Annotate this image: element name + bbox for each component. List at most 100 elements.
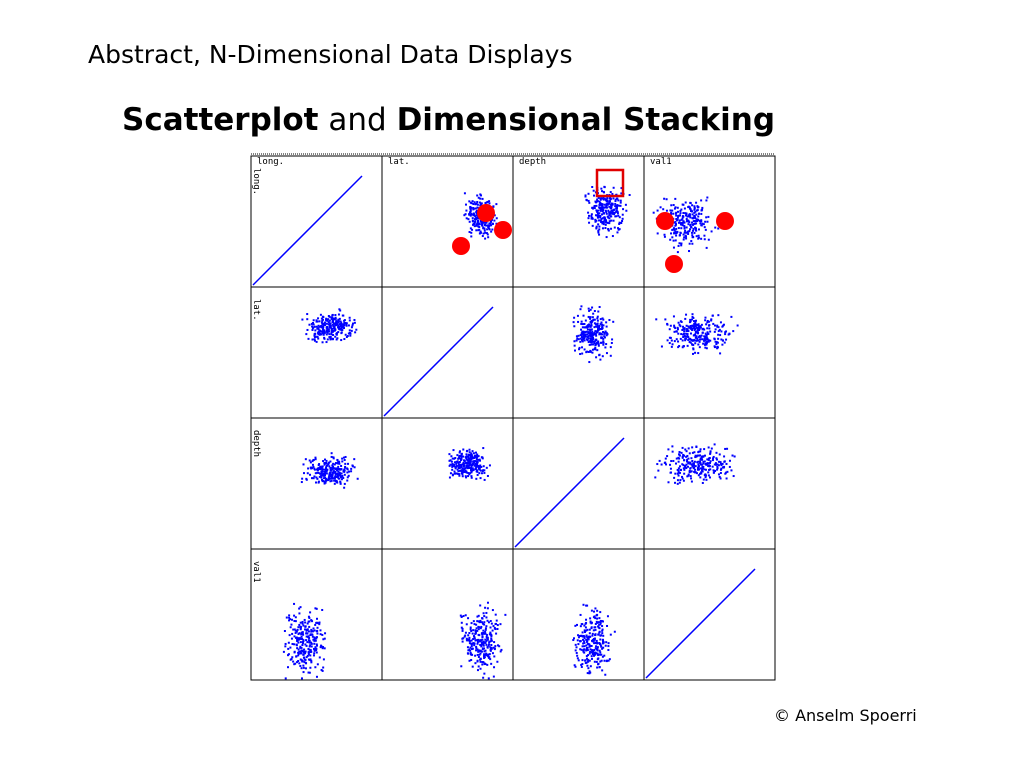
scatter-dot bbox=[456, 454, 459, 457]
scatter-dot bbox=[687, 447, 690, 450]
scatter-dot bbox=[697, 331, 700, 334]
scatter-dot bbox=[597, 326, 600, 329]
scatter-dot bbox=[311, 325, 314, 328]
scatter-dot bbox=[593, 648, 596, 651]
scatter-dot bbox=[302, 472, 305, 475]
scatter-dot bbox=[484, 237, 487, 240]
scatter-dot bbox=[334, 314, 337, 317]
scatter-dot bbox=[340, 326, 343, 329]
scatter-dot bbox=[470, 469, 473, 472]
scatter-dot bbox=[499, 623, 502, 626]
matrix-cell bbox=[643, 417, 776, 550]
scatter-dot bbox=[690, 477, 693, 480]
scatter-dot bbox=[300, 481, 303, 484]
scatter-dot bbox=[599, 214, 602, 217]
scatter-dot bbox=[608, 220, 611, 223]
scatter-dot bbox=[612, 211, 615, 214]
scatter-dot bbox=[598, 641, 601, 644]
scatter-dot bbox=[713, 338, 716, 341]
scatter-dot bbox=[318, 320, 321, 323]
scatter-dot bbox=[453, 457, 456, 460]
scatter-dot bbox=[315, 325, 318, 328]
scatter-dot bbox=[318, 621, 321, 624]
scatter-dot bbox=[317, 324, 320, 327]
scatter-dot bbox=[318, 656, 321, 659]
scatter-dot bbox=[473, 456, 476, 459]
scatter-dot bbox=[317, 330, 320, 333]
scatter-dot bbox=[466, 646, 469, 649]
scatter-dot bbox=[293, 614, 296, 617]
scatter-dot bbox=[475, 460, 478, 463]
scatter-dot bbox=[326, 331, 329, 334]
scatter-dot bbox=[298, 632, 301, 635]
scatter-dot bbox=[299, 652, 302, 655]
scatter-dot bbox=[588, 201, 591, 204]
scatter-dot bbox=[680, 218, 683, 221]
scatter-dot bbox=[711, 465, 714, 468]
scatter-dot bbox=[316, 644, 319, 647]
scatter-dot bbox=[314, 666, 317, 669]
scatter-dot bbox=[594, 653, 597, 656]
scatter-dot bbox=[469, 651, 472, 654]
scatter-dot bbox=[699, 462, 702, 465]
scatter-dot bbox=[721, 339, 724, 342]
scatter-dot bbox=[488, 464, 491, 467]
scatter-dot bbox=[580, 665, 583, 668]
scatter-dot bbox=[343, 319, 346, 322]
scatter-dot bbox=[592, 312, 595, 315]
scatter-dot bbox=[307, 620, 310, 623]
scatter-dot bbox=[471, 647, 474, 650]
scatter-dot bbox=[589, 334, 592, 337]
scatter-dot bbox=[686, 465, 689, 468]
scatter-dot bbox=[599, 332, 602, 335]
scatter-dot bbox=[334, 335, 337, 338]
row-label: long. bbox=[251, 168, 261, 195]
scatter-dot bbox=[588, 334, 591, 337]
scatter-dot bbox=[474, 639, 477, 642]
scatter-dot bbox=[309, 473, 312, 476]
scatter-dot bbox=[465, 453, 468, 456]
scatter-dot bbox=[691, 217, 694, 220]
scatter-dot bbox=[691, 343, 694, 346]
scatter-dot bbox=[577, 636, 580, 639]
scatter-dot bbox=[693, 220, 696, 223]
scatter-dot bbox=[461, 475, 464, 478]
scatter-dot bbox=[709, 451, 712, 454]
scatter-dot bbox=[303, 658, 306, 661]
scatter-dot bbox=[579, 308, 582, 311]
scatter-dot bbox=[684, 466, 687, 469]
scatter-dot bbox=[489, 658, 492, 661]
scatter-dot bbox=[602, 211, 605, 214]
scatter-dot bbox=[605, 331, 608, 334]
scatter-dot bbox=[674, 197, 677, 200]
scatter-dot bbox=[599, 327, 602, 330]
scatter-dot bbox=[306, 472, 309, 475]
scatter-dot bbox=[485, 643, 488, 646]
scatter-dot bbox=[598, 623, 601, 626]
scatter-dot bbox=[695, 219, 698, 222]
scatter-dot bbox=[692, 320, 695, 323]
scatter-dot bbox=[299, 650, 302, 653]
scatter-dot bbox=[488, 643, 491, 646]
scatter-dot bbox=[573, 637, 576, 640]
scatter-dot bbox=[488, 656, 491, 659]
scatter-dot bbox=[283, 630, 286, 633]
scatter-dot bbox=[315, 320, 318, 323]
scatter-dot bbox=[587, 192, 590, 195]
scatter-dot bbox=[662, 208, 665, 211]
scatter-dot bbox=[591, 634, 594, 637]
scatter-dot bbox=[452, 465, 455, 468]
column-label: depth bbox=[519, 157, 546, 167]
diagonal-line bbox=[514, 437, 625, 548]
scatter-dot bbox=[325, 477, 328, 480]
scatter-dot bbox=[693, 325, 696, 328]
scatter-dot bbox=[670, 345, 673, 348]
scatter-dot bbox=[716, 465, 719, 468]
scatter-dot bbox=[690, 318, 693, 321]
scatter-dot bbox=[487, 677, 490, 680]
scatter-dot bbox=[691, 339, 694, 342]
column-label: long. bbox=[257, 157, 284, 167]
scatter-dot bbox=[681, 446, 684, 449]
scatter-dot bbox=[614, 205, 617, 208]
scatter-dot bbox=[605, 198, 608, 201]
